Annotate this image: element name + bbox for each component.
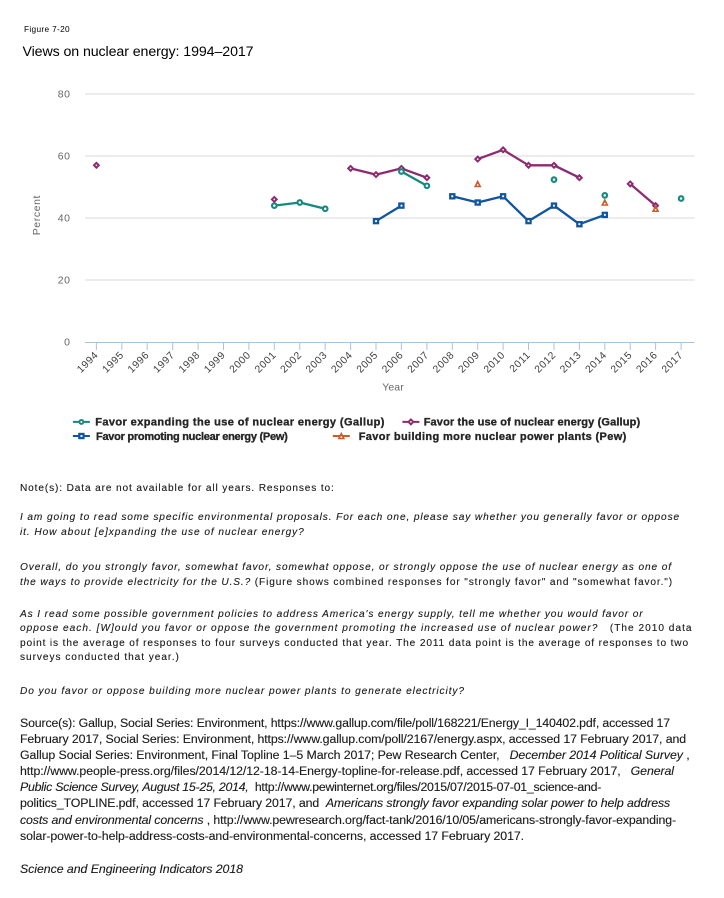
svg-text:40: 40 <box>58 213 71 225</box>
svg-text:0: 0 <box>64 337 70 349</box>
svg-text:Favor building more nuclear po: Favor building more nuclear power plants… <box>359 431 627 443</box>
svg-text:2007: 2007 <box>406 350 432 376</box>
svg-text:2014: 2014 <box>584 350 610 376</box>
svg-text:80: 80 <box>58 89 71 101</box>
svg-text:1999: 1999 <box>202 350 228 376</box>
svg-text:Favor promoting nuclear energy: Favor promoting nuclear energy (Pew) <box>96 431 288 443</box>
svg-text:1998: 1998 <box>177 350 203 376</box>
svg-text:2006: 2006 <box>380 350 406 376</box>
svg-text:2009: 2009 <box>457 350 483 376</box>
svg-text:1997: 1997 <box>152 350 178 376</box>
svg-text:1994: 1994 <box>75 350 101 376</box>
svg-text:1995: 1995 <box>101 350 127 376</box>
svg-text:2011: 2011 <box>508 350 533 375</box>
svg-text:2001: 2001 <box>253 350 279 376</box>
svg-text:Favor the use of nuclear energ: Favor the use of nuclear energy (Gallup) <box>424 416 641 428</box>
svg-text:2013: 2013 <box>558 350 584 376</box>
svg-text:60: 60 <box>58 151 71 163</box>
svg-text:Percent: Percent <box>31 195 43 235</box>
svg-text:2012: 2012 <box>533 350 559 376</box>
svg-text:Year: Year <box>382 382 404 394</box>
svg-text:2000: 2000 <box>228 350 254 376</box>
svg-text:20: 20 <box>58 275 71 287</box>
svg-text:1996: 1996 <box>126 350 152 376</box>
svg-text:Favor expanding the use of nuc: Favor expanding the use of nuclear energ… <box>95 416 385 428</box>
svg-text:2017: 2017 <box>660 350 686 376</box>
svg-text:2002: 2002 <box>279 350 305 376</box>
svg-text:2015: 2015 <box>609 350 635 376</box>
svg-text:2008: 2008 <box>431 350 457 376</box>
svg-text:2004: 2004 <box>330 350 356 376</box>
svg-text:2003: 2003 <box>304 350 330 376</box>
svg-text:2005: 2005 <box>355 350 381 376</box>
svg-text:2016: 2016 <box>635 350 661 376</box>
svg-text:2010: 2010 <box>482 350 508 376</box>
